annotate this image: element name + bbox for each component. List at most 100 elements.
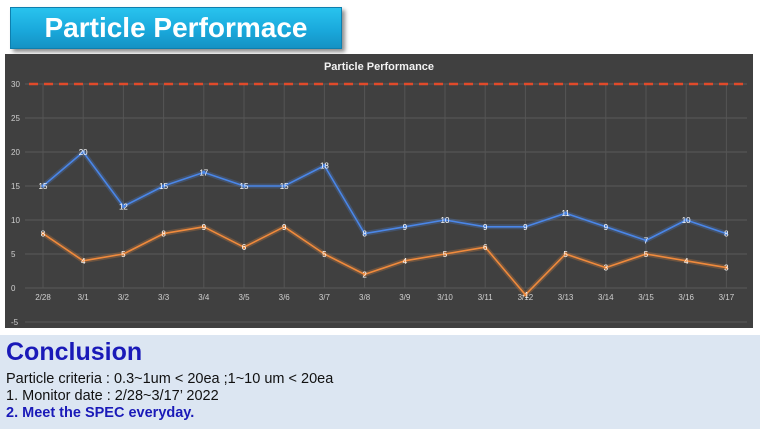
data-point [41,184,45,188]
data-label: 4 [81,257,86,266]
data-point [644,238,648,242]
data-point [282,225,286,229]
data-label: 20 [79,148,88,157]
data-label: 7 [644,236,649,245]
data-label: 9 [483,223,488,232]
data-label: 10 [682,216,691,225]
data-label: 6 [242,243,247,252]
data-point [121,252,125,256]
data-label: 8 [161,230,166,239]
data-point [483,245,487,249]
y-tick-label: 0 [11,284,16,293]
data-label: 2 [362,270,367,279]
data-point [724,232,729,236]
data-point [403,225,407,229]
x-tick-label: 3/17 [719,293,735,302]
data-point [162,232,166,236]
data-point [523,293,528,297]
chart-title: Particle Performance [324,61,434,73]
data-label: 10 [441,216,450,225]
x-tick-label: 3/9 [399,293,411,302]
data-label: 15 [240,182,249,191]
data-point [282,184,286,188]
data-point [604,225,608,229]
data-point [322,164,326,168]
x-tick-label: 3/2 [118,293,130,302]
data-label: 18 [320,162,329,171]
spec-result-text: 2. Meet the SPEC everyday. [6,405,195,421]
data-point [644,252,648,256]
data-label-layer: 15 20 12 15 17 15 15 18 8 9 10 9 9 11 9 7 10 8 8 4 5 8 9 6 9 5 2 4 5… [39,148,730,300]
particle-criteria-text: Particle criteria : 0.3~1um < 20ea ;1~10… [6,371,334,387]
data-label: 5 [644,250,649,259]
x-tick-label: 3/10 [437,293,453,302]
data-point [604,266,608,270]
x-tick-label: 2/28 [35,293,51,302]
y-tick-label: -5 [11,318,19,327]
data-point [443,252,447,256]
x-tick-label: 3/4 [198,293,210,302]
conclusion-panel: Conclusion Particle criteria : 0.3~1um <… [0,335,760,429]
data-label: 9 [282,223,287,232]
data-label: 3 [724,264,729,273]
data-label: 12 [119,202,128,211]
data-label: 17 [199,168,208,177]
data-label: 15 [280,182,289,191]
data-point [483,225,487,229]
chart-panel: Particle Performance 30 25 20 15 10 5 0 -5 2/28… [5,54,753,328]
data-point [724,266,729,270]
series-glow-1 [41,149,728,243]
series-layer [41,149,729,298]
page-title-banner: Particle Performace [10,7,342,49]
x-tick-label: 3/7 [319,293,331,302]
data-label: 9 [202,223,207,232]
data-label: 9 [604,223,609,232]
data-point [564,211,568,215]
y-tick-label: 15 [11,182,20,191]
x-tick-label: 3/11 [478,293,494,302]
data-label: 5 [563,250,568,259]
data-label: 5 [322,250,327,259]
monitor-date-text: 1. Monitor date : 2/28~3/17’ 2022 [6,388,219,404]
x-tick-label: 3/16 [678,293,694,302]
data-point [684,218,688,222]
x-tick-label: 3/1 [78,293,90,302]
data-point [684,259,688,263]
data-label: -1 [522,291,530,300]
data-point [242,184,246,188]
data-point [242,245,246,249]
y-tick-label: 10 [11,216,20,225]
conclusion-title: Conclusion [6,338,143,366]
x-tick-label: 3/14 [598,293,614,302]
data-label: 5 [121,250,126,259]
data-label: 4 [684,257,689,266]
data-label: 5 [443,250,448,259]
data-point [322,252,326,256]
x-axis-ticks: 2/28 3/1 3/2 3/3 3/4 3/5 3/6 3/7 3/8 3/9 3/10 3/11 3… [35,293,735,302]
data-label: 11 [561,209,570,218]
y-tick-label: 5 [11,250,16,259]
x-tick-label: 3/8 [359,293,371,302]
data-point [121,204,125,208]
data-label: 15 [159,182,168,191]
data-point [564,252,568,256]
x-tick-label: 3/3 [158,293,170,302]
y-tick-label: 20 [11,148,20,157]
data-point [202,225,206,229]
data-label: 8 [362,230,367,239]
data-point [202,170,206,174]
data-point [81,259,85,263]
x-tick-label: 3/13 [558,293,574,302]
x-tick-label: 3/5 [238,293,250,302]
series-line-1 [42,151,727,242]
data-point [363,232,367,236]
page-title: Particle Performace [44,12,308,43]
data-point [523,225,528,229]
data-label: 3 [604,264,609,273]
x-tick-label: 3/12 [518,293,534,302]
data-point [162,184,166,188]
data-label: 8 [41,230,46,239]
data-point [403,259,407,263]
data-point [363,272,367,276]
